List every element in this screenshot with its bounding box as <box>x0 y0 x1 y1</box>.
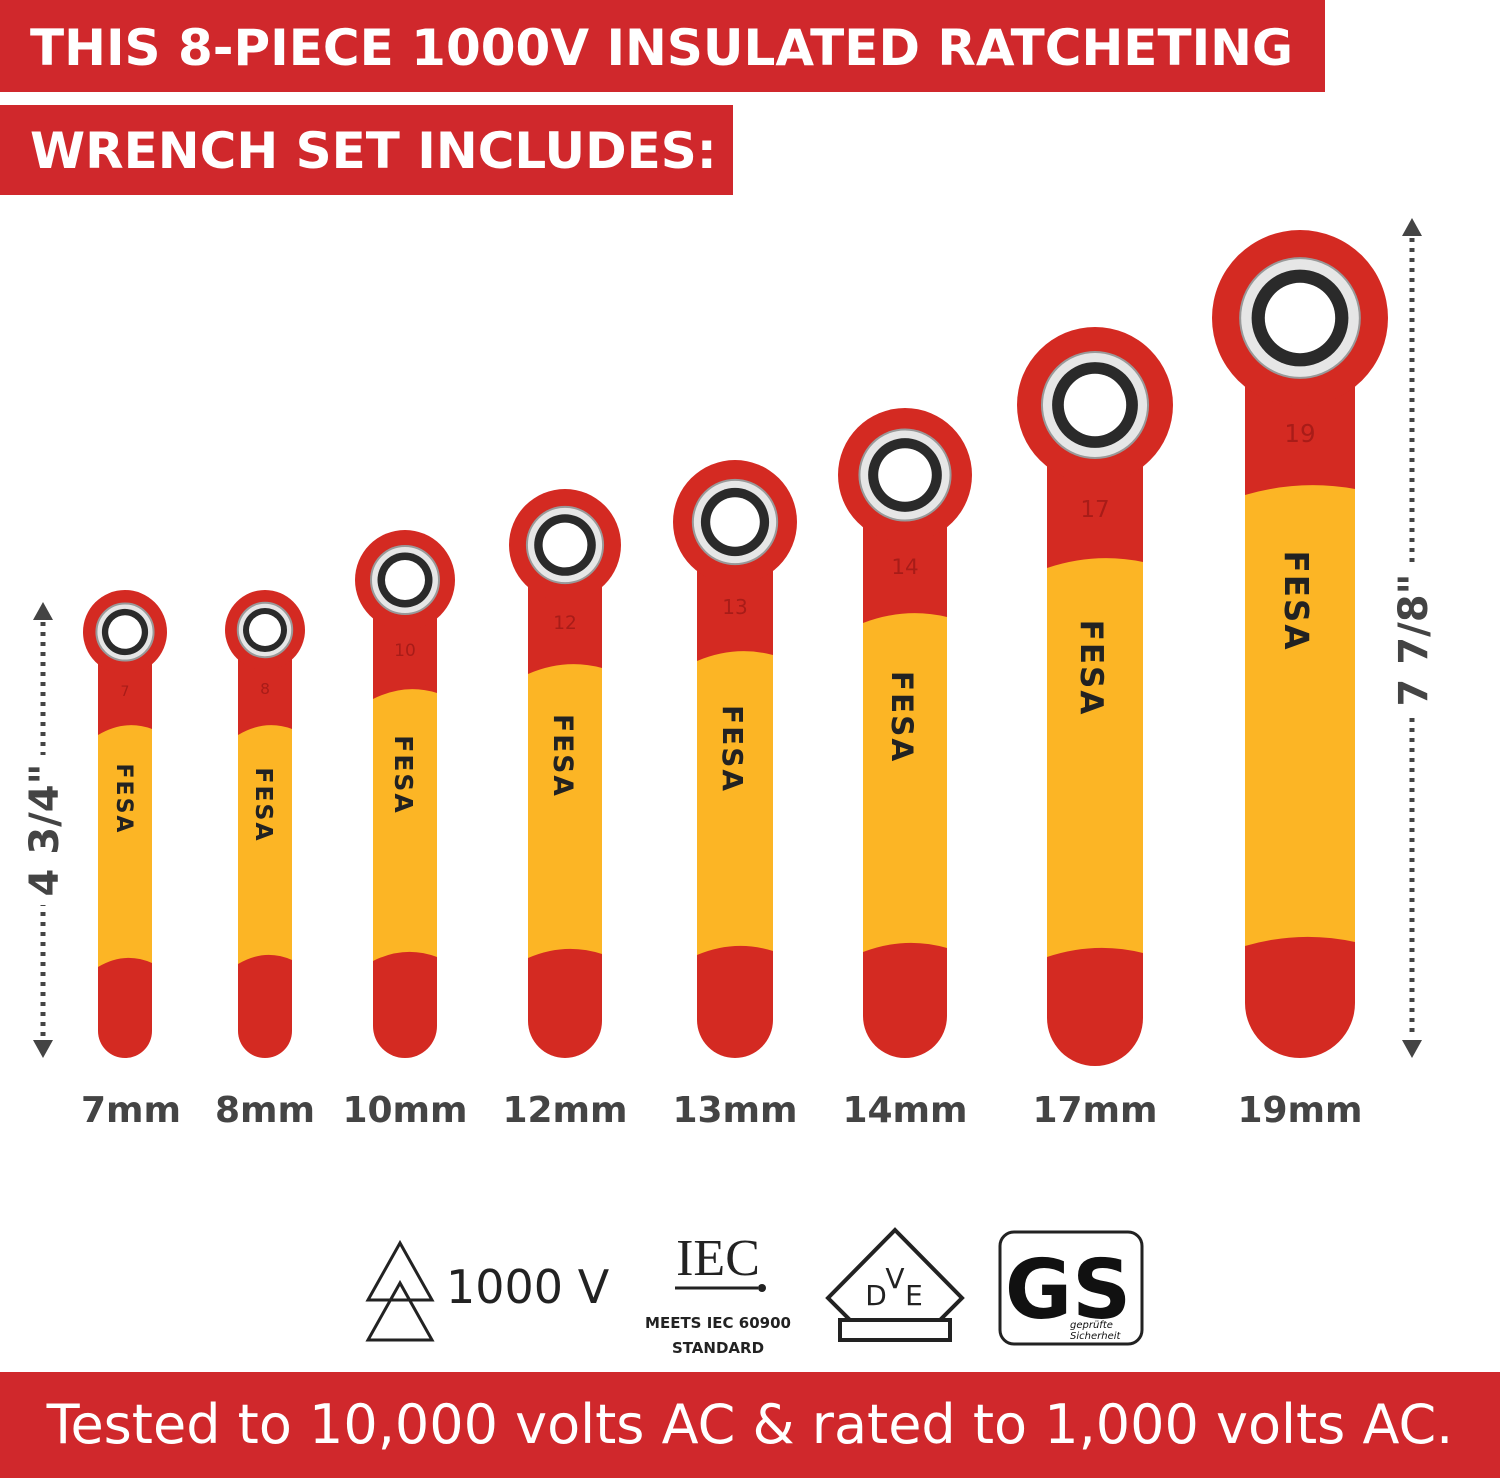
dimension-label: 4 3/4" <box>22 764 68 897</box>
wrench: 14 FESA 14mm <box>838 408 972 1131</box>
brand: FESA <box>250 767 278 842</box>
wrench: 10 FESA 10mm <box>342 530 468 1131</box>
head-label: 7 <box>121 684 130 700</box>
brand: FESA <box>716 705 749 793</box>
ratchet-hole <box>249 614 281 646</box>
brand: FESA <box>1277 551 1315 652</box>
size-label: 10mm <box>342 1090 467 1131</box>
gs-logo: GS geprüfte Sicherheit <box>998 1230 1144 1346</box>
head-label: 10 <box>394 641 416 661</box>
size-label: 7mm <box>81 1090 181 1131</box>
brand: FESA <box>1073 620 1109 717</box>
wrench-grip <box>1245 485 1355 946</box>
dimension-long: 7 7/8" <box>1389 218 1437 1058</box>
brand: FESA <box>111 764 136 835</box>
header-band <box>0 0 1325 92</box>
wrench-grip <box>238 725 292 964</box>
wrench: 8 FESA 8mm <box>215 590 315 1131</box>
size-label: 17mm <box>1032 1090 1157 1131</box>
wrench: 19 FESA 19mm <box>1212 230 1388 1131</box>
gs-text: GS <box>1005 1243 1131 1338</box>
header-line: THIS 8-PIECE 1000V INSULATED RATCHETING <box>30 19 1293 77</box>
footer-band <box>0 1372 1500 1478</box>
footer-text: Tested to 10,000 volts AC & rated to 1,0… <box>46 1393 1454 1456</box>
header-band <box>0 105 733 195</box>
voltage-logo: 1000 V <box>365 1239 610 1342</box>
iec-logo: IEC MEETS IEC 60900 STANDARD <box>645 1230 791 1357</box>
wrench-grip <box>697 651 773 955</box>
brand: FESA <box>389 735 418 815</box>
ratchet-hole <box>385 560 425 600</box>
head-label: 8 <box>260 680 270 698</box>
wrench-grip <box>373 689 437 961</box>
size-label: 14mm <box>842 1090 967 1131</box>
size-label: 8mm <box>215 1090 315 1131</box>
size-label: 19mm <box>1237 1090 1362 1131</box>
wrench: 12 FESA 12mm <box>502 489 628 1131</box>
ratchet-hole <box>542 522 588 568</box>
wrench-grip <box>528 664 602 958</box>
ratchet-hole <box>878 448 932 502</box>
brand: FESA <box>885 671 919 763</box>
vde-letter: E <box>905 1279 923 1312</box>
gs-caption: Sicherheit <box>1070 1331 1121 1342</box>
head-label: 14 <box>891 555 918 580</box>
vde-letter: D <box>865 1279 887 1312</box>
wrench-set: 7 FESA 7mm 8 FESA 8mm 10 FESA 10mm 12 FESA 12mm 13 FE… <box>81 230 1388 1131</box>
ratchet-hole <box>108 615 142 649</box>
head-label: 12 <box>553 613 577 634</box>
dimension-label: 7 7/8" <box>1391 574 1437 707</box>
iec-caption: STANDARD <box>672 1339 764 1357</box>
head-label: 13 <box>722 595 747 619</box>
head-label: 19 <box>1284 419 1315 448</box>
brand: FESA <box>547 714 578 798</box>
wrench: 17 FESA 17mm <box>1017 327 1173 1131</box>
header-line: WRENCH SET INCLUDES: <box>30 122 717 180</box>
size-label: 13mm <box>672 1090 797 1131</box>
wrench-grip <box>863 613 947 952</box>
dimension-short: 4 3/4" <box>20 602 68 1058</box>
wrench: 13 FESA 13mm <box>672 460 798 1131</box>
ratchet-hole <box>1264 282 1336 354</box>
wrench-grip <box>1047 558 1143 957</box>
size-label: 12mm <box>502 1090 627 1131</box>
gs-caption: geprüfte <box>1070 1320 1113 1331</box>
ratchet-hole <box>710 497 760 547</box>
vde-logo: D V E <box>825 1227 965 1342</box>
iec-caption: MEETS IEC 60900 <box>645 1314 791 1332</box>
ratchet-hole <box>1063 373 1127 437</box>
wrench-grip <box>98 725 152 967</box>
wrench: 7 FESA 7mm <box>81 590 181 1131</box>
vde-letter: V <box>885 1262 904 1295</box>
head-label: 17 <box>1080 497 1109 523</box>
voltage-text: 1000 V <box>446 1260 610 1314</box>
iec-text: IEC <box>676 1230 760 1287</box>
